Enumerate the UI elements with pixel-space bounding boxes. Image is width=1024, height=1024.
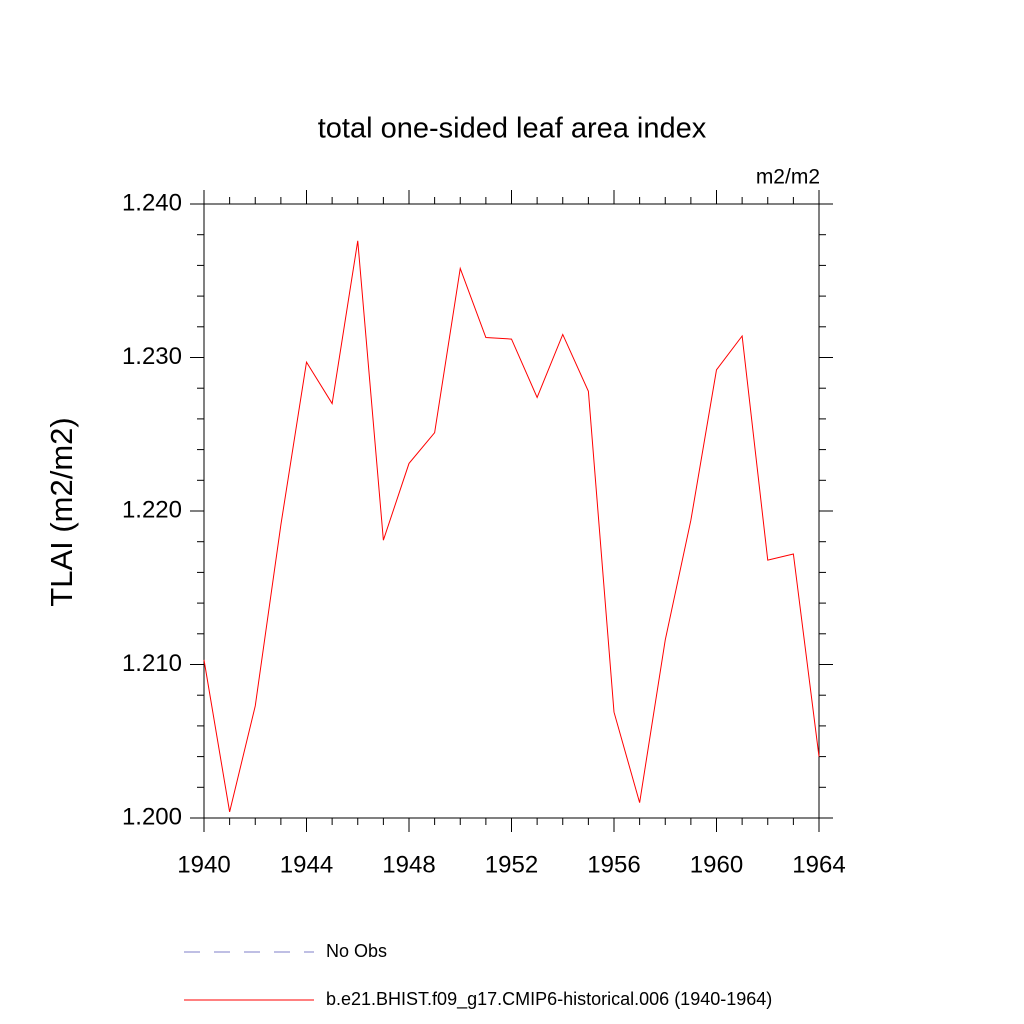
x-tick-label: 1944: [280, 851, 333, 878]
series-line: [203, 240, 820, 812]
y-tick-label: 1.230: [122, 343, 182, 370]
units-label: m2/m2: [756, 166, 820, 189]
chart-title: total one-sided leaf area index: [318, 113, 707, 145]
y-tick-label: 1.210: [122, 650, 182, 677]
y-axis-label: TLAI (m2/m2): [44, 417, 79, 606]
legend-label: No Obs: [326, 941, 387, 961]
x-tick-label: 1960: [690, 851, 743, 878]
x-tick-label: 1964: [792, 851, 845, 878]
x-tick-label: 1940: [177, 851, 230, 878]
y-tick-label: 1.220: [122, 496, 182, 523]
legend-label: b.e21.BHIST.f09_g17.CMIP6-historical.006…: [326, 989, 772, 1010]
x-tick-label: 1948: [382, 851, 435, 878]
y-tick-label: 1.200: [122, 803, 182, 830]
x-tick-label: 1956: [587, 851, 640, 878]
x-tick-label: 1952: [485, 851, 538, 878]
y-tick-label: 1.240: [122, 189, 182, 216]
